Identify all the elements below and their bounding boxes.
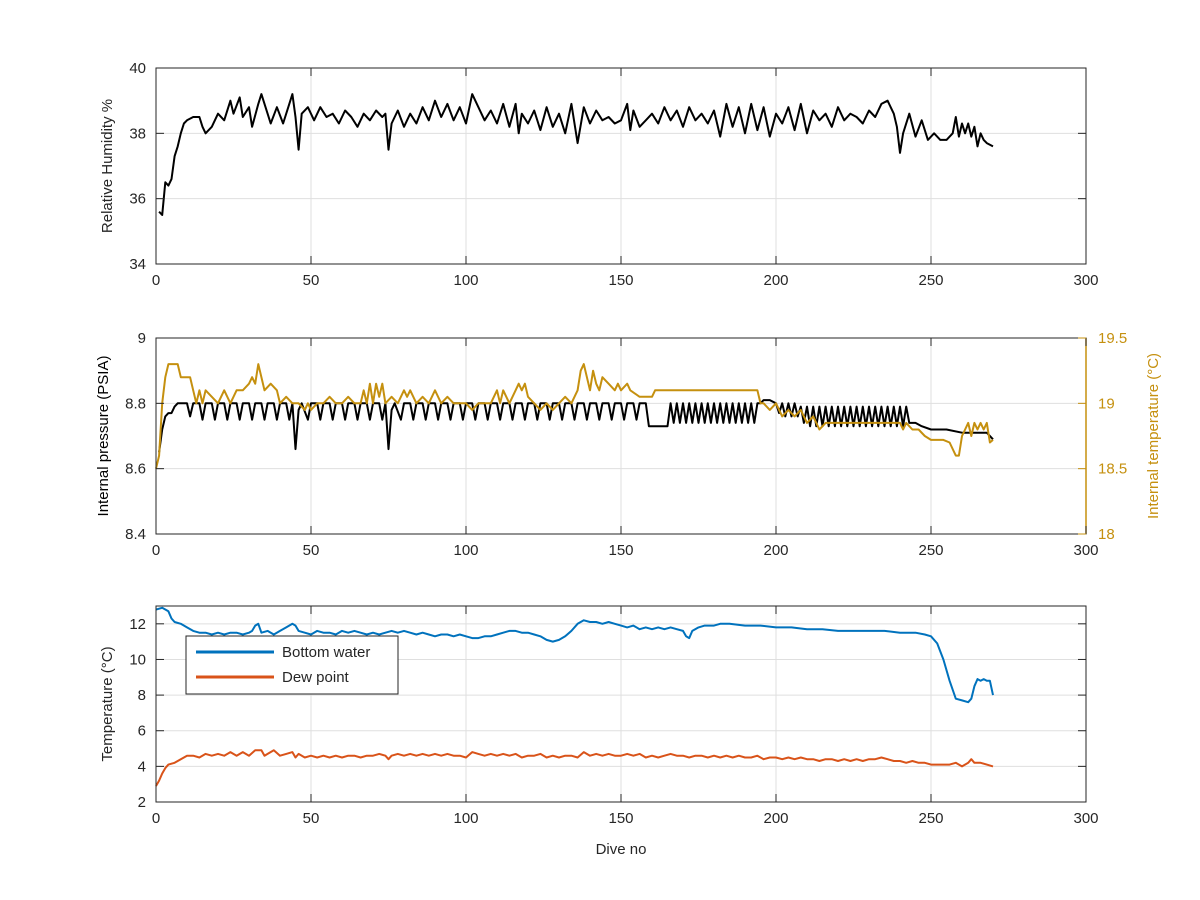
x-tick-label: 250 [918,810,943,827]
bottom-water-line [155,606,994,704]
y-tick-label: 34 [129,256,146,273]
pressure-temperature-panel: 0 50 100 150 200 250 300 8.4 8.6 8.8 9 18 18.5 19 19.5… [95,330,1162,559]
internal-temperature-line [155,363,994,469]
x-tick-label: 150 [608,542,633,559]
y-tick-label: 4 [138,758,146,775]
y-tick-label: 10 [129,651,146,668]
x-tick-label: 200 [763,810,788,827]
x-axis-title: Dive no [596,841,647,858]
x-tick-label: 100 [453,542,478,559]
x-tick-label: 100 [453,810,478,827]
x-tick-label: 0 [152,810,160,827]
y-axis-title: Internal pressure (PSIA) [95,356,112,517]
y-tick-label: 40 [129,60,146,77]
dew-point-line [155,749,994,787]
x-tick-label: 50 [303,542,320,559]
y-tick-label: 2 [138,794,146,811]
y-tick-label: 8.4 [125,526,146,543]
y-axis-title: Temperature (°C) [99,646,116,761]
x-tick-label: 150 [608,272,633,289]
right-y-tick-label: 19.5 [1098,330,1127,347]
x-tick-label: 250 [918,542,943,559]
x-tick-label: 50 [303,810,320,827]
y-axis-title: Relative Humidity % [99,99,116,233]
y-tick-label: 9 [138,330,146,347]
x-tick-label: 150 [608,810,633,827]
x-tick-label: 250 [918,272,943,289]
y-tick-label: 8.6 [125,461,146,478]
x-tick-label: 0 [152,542,160,559]
x-tick-label: 50 [303,272,320,289]
y-tick-label: 38 [129,125,146,142]
right-y-axis-title: Internal temperature (°C) [1145,353,1162,519]
x-tick-label: 300 [1073,542,1098,559]
x-tick-label: 300 [1073,272,1098,289]
humidity-panel: 0 50 100 150 200 250 300 34 36 38 40 Relative Humid… [99,60,1099,289]
legend-box [185,635,399,695]
temperature-panel: 0 50 100 150 200 250 300 2 4 6 8 10 12 Temperature (°… [99,605,1099,858]
x-tick-label: 100 [453,272,478,289]
x-tick-label: 200 [763,542,788,559]
legend-label-bottom-water: Bottom water [282,644,370,661]
x-tick-label: 200 [763,272,788,289]
legend-label-dew-point: Dew point [282,669,350,686]
y-tick-label: 36 [129,191,146,208]
y-tick-label: 6 [138,723,146,740]
y-tick-label: 8 [138,687,146,704]
right-y-tick-label: 18 [1098,526,1115,543]
x-tick-label: 300 [1073,810,1098,827]
right-y-tick-label: 19 [1098,395,1115,412]
y-tick-label: 12 [129,616,146,633]
right-y-tick-label: 18.5 [1098,461,1127,478]
y-tick-label: 8.8 [125,395,146,412]
series-line [158,93,994,216]
x-tick-label: 0 [152,272,160,289]
